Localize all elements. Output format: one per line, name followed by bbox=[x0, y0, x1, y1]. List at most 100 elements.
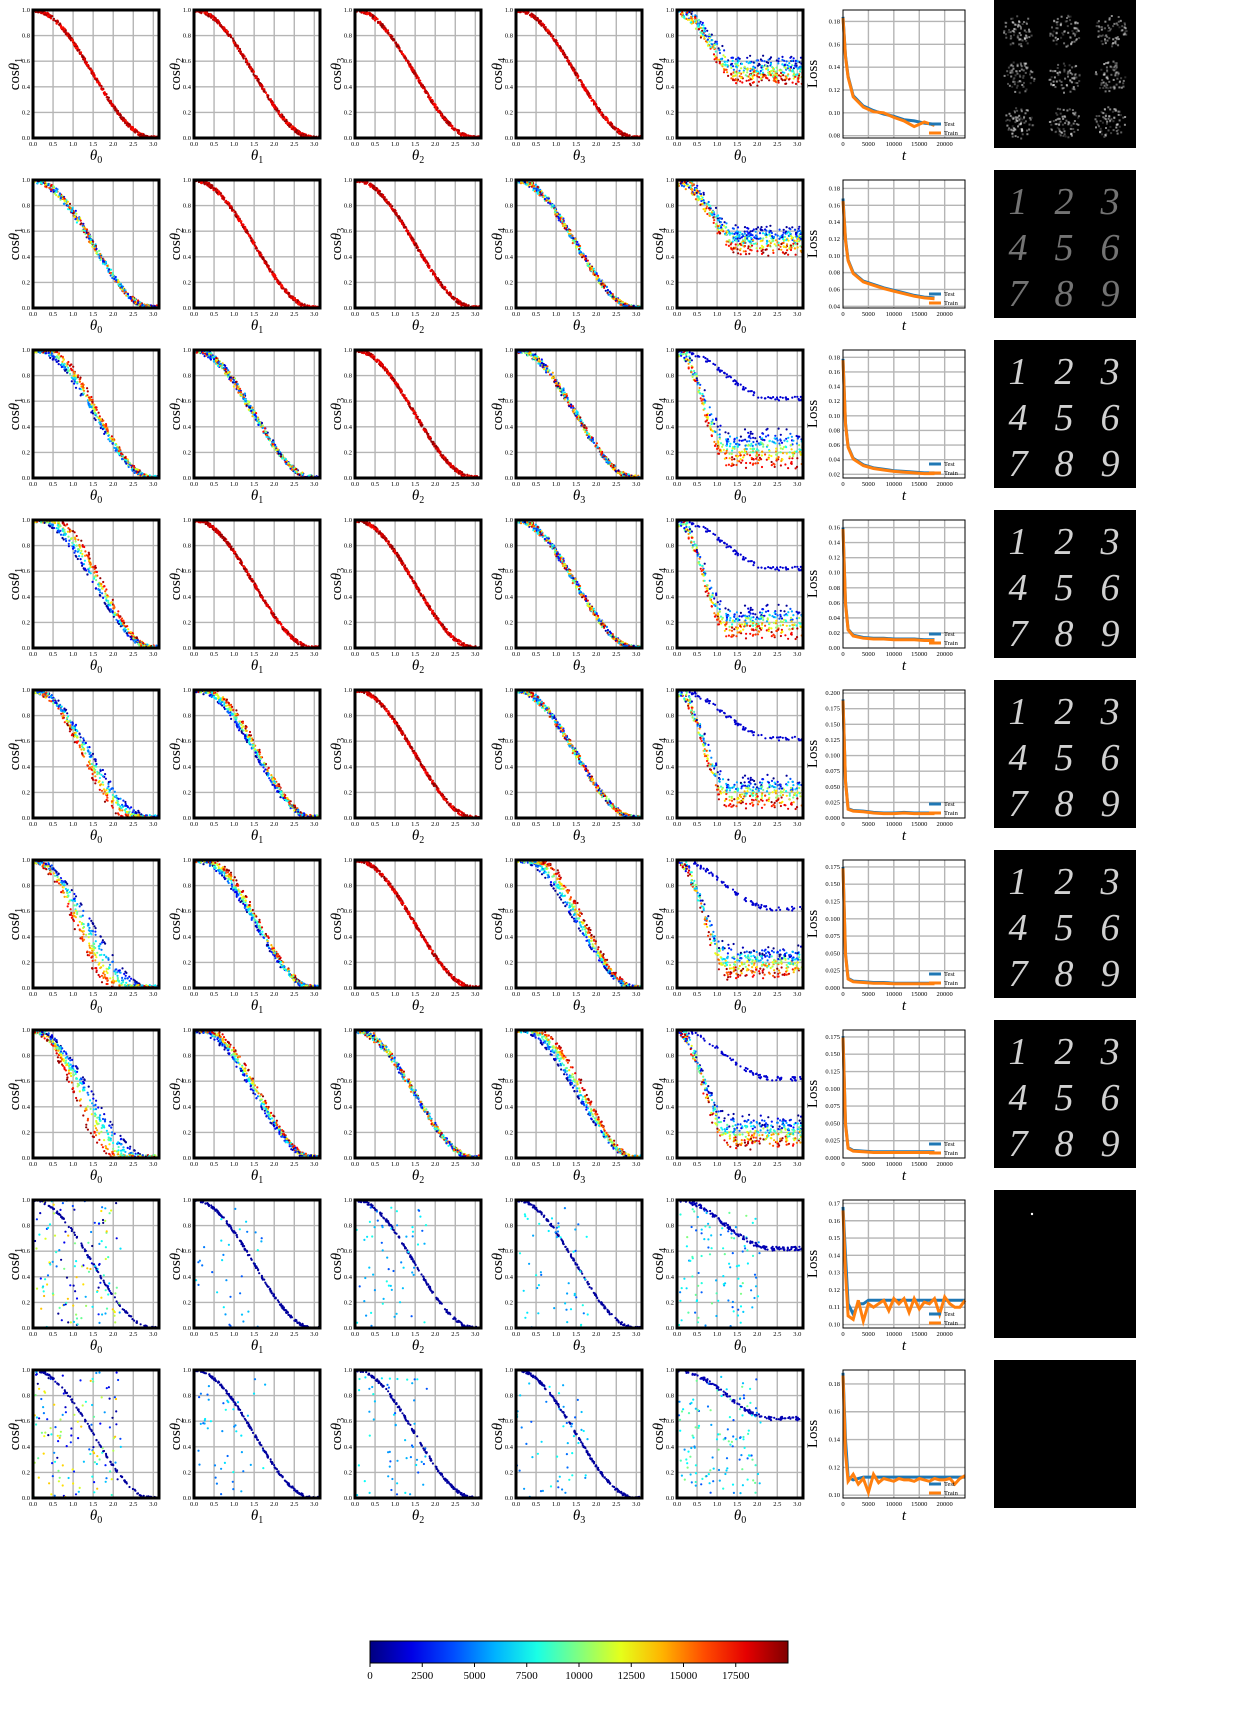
scatter-point bbox=[784, 67, 786, 69]
scatter-point bbox=[735, 82, 737, 84]
scatter-point bbox=[735, 63, 737, 65]
noise-pixel bbox=[1070, 37, 1072, 39]
scatter-point bbox=[112, 105, 114, 107]
x-tick-label: 1.5 bbox=[250, 141, 258, 148]
noise-pixel bbox=[1069, 108, 1071, 110]
noise-pixel bbox=[1011, 86, 1013, 88]
noise-pixel bbox=[1124, 116, 1126, 118]
x-tick-label: 1.0 bbox=[230, 311, 238, 318]
noise-pixel bbox=[1112, 69, 1114, 71]
scatter-point bbox=[65, 33, 67, 35]
noise-pixel bbox=[1065, 136, 1067, 138]
scatter-point bbox=[106, 96, 108, 98]
scatter-point bbox=[137, 299, 139, 301]
scatter-point bbox=[76, 221, 78, 223]
noise-pixel bbox=[1010, 76, 1012, 78]
noise-pixel bbox=[1053, 20, 1055, 22]
scatter-point bbox=[268, 98, 270, 100]
scatter-point bbox=[251, 70, 253, 72]
scatter-point bbox=[285, 289, 287, 291]
scatter-point bbox=[82, 56, 84, 58]
scatter-point bbox=[106, 267, 108, 269]
x-tick-label: 0.0 bbox=[29, 141, 37, 148]
scatter-point bbox=[792, 69, 794, 71]
axes-frame bbox=[355, 10, 481, 138]
noise-pixel bbox=[1116, 38, 1118, 40]
scatter-point bbox=[723, 71, 725, 73]
scatter-point bbox=[532, 13, 534, 15]
scatter-point bbox=[704, 27, 706, 29]
scatter-point bbox=[739, 80, 741, 82]
noise-pixel bbox=[1122, 82, 1124, 84]
x-tick-label: 2.5 bbox=[290, 141, 298, 148]
x-tick-label: 3.0 bbox=[149, 141, 157, 148]
noise-pixel bbox=[1025, 31, 1027, 33]
scatter-point bbox=[560, 49, 562, 51]
noise-pixel bbox=[1031, 117, 1033, 119]
scatter-point bbox=[760, 78, 762, 80]
y-axis-label: Loss bbox=[805, 60, 821, 89]
noise-pixel bbox=[1051, 76, 1053, 78]
scatter-point bbox=[753, 61, 755, 63]
scatter-point bbox=[255, 77, 257, 79]
noise-pixel bbox=[1053, 120, 1055, 122]
scatter-point bbox=[732, 65, 734, 67]
noise-pixel bbox=[1015, 74, 1017, 76]
noise-pixel bbox=[1057, 64, 1059, 66]
scatter-point bbox=[448, 124, 450, 126]
scatter-point bbox=[69, 38, 71, 40]
noise-pixel bbox=[1071, 77, 1073, 79]
scatter-point bbox=[86, 228, 88, 230]
scatter-point bbox=[105, 93, 107, 95]
noise-pixel bbox=[1077, 117, 1079, 119]
noise-pixel bbox=[1101, 29, 1103, 31]
scatter-point bbox=[722, 54, 724, 56]
noise-pixel bbox=[1117, 111, 1119, 113]
x-tick-label: 2.5 bbox=[129, 141, 137, 148]
scatter-point bbox=[702, 27, 704, 29]
scatter-point bbox=[795, 65, 797, 67]
scatter-point bbox=[440, 114, 442, 116]
scatter-point bbox=[690, 16, 692, 18]
scatter-point bbox=[225, 200, 227, 202]
scatter-point bbox=[99, 257, 101, 259]
noise-pixel bbox=[1025, 72, 1027, 74]
noise-pixel bbox=[1111, 66, 1113, 68]
x-tick-label: 0 bbox=[841, 141, 844, 148]
scatter-point bbox=[701, 32, 703, 34]
scatter-point bbox=[713, 47, 715, 49]
scatter-point bbox=[124, 119, 126, 121]
scatter-point bbox=[752, 77, 754, 79]
scatter-point bbox=[611, 123, 613, 125]
y-tick-label: 1.0 bbox=[344, 7, 352, 14]
noise-pixel bbox=[1053, 40, 1055, 42]
noise-pixel bbox=[1121, 29, 1123, 31]
noise-pixel bbox=[1073, 131, 1075, 133]
y-tick-label: 0.2 bbox=[344, 109, 352, 116]
noise-pixel bbox=[1010, 18, 1012, 20]
scatter-point bbox=[695, 19, 697, 21]
scatter-point bbox=[57, 20, 59, 22]
y-tick-label: 0.4 bbox=[183, 254, 192, 261]
noise-pixel bbox=[1005, 33, 1007, 35]
noise-pixel bbox=[1009, 120, 1011, 122]
scatter-point bbox=[577, 76, 579, 78]
noise-pixel bbox=[1097, 22, 1099, 24]
noise-pixel bbox=[1022, 23, 1024, 25]
scatter-point bbox=[403, 57, 405, 59]
scatter-point bbox=[253, 74, 255, 76]
scatter-point bbox=[724, 61, 726, 63]
y-axis-label: cosθ2 bbox=[168, 228, 186, 260]
scatter-point bbox=[599, 112, 601, 114]
noise-pixel bbox=[1112, 120, 1114, 122]
noise-pixel bbox=[1010, 72, 1012, 74]
scatter-point bbox=[750, 78, 752, 80]
scatter-point bbox=[783, 72, 785, 74]
noise-pixel bbox=[1078, 80, 1080, 82]
noise-pixel bbox=[1028, 29, 1030, 31]
noise-pixel bbox=[1064, 130, 1066, 132]
noise-pixel bbox=[1109, 108, 1111, 110]
y-tick-label: 0.8 bbox=[22, 203, 30, 210]
scatter-point bbox=[724, 56, 726, 58]
scatter-point bbox=[61, 195, 63, 197]
